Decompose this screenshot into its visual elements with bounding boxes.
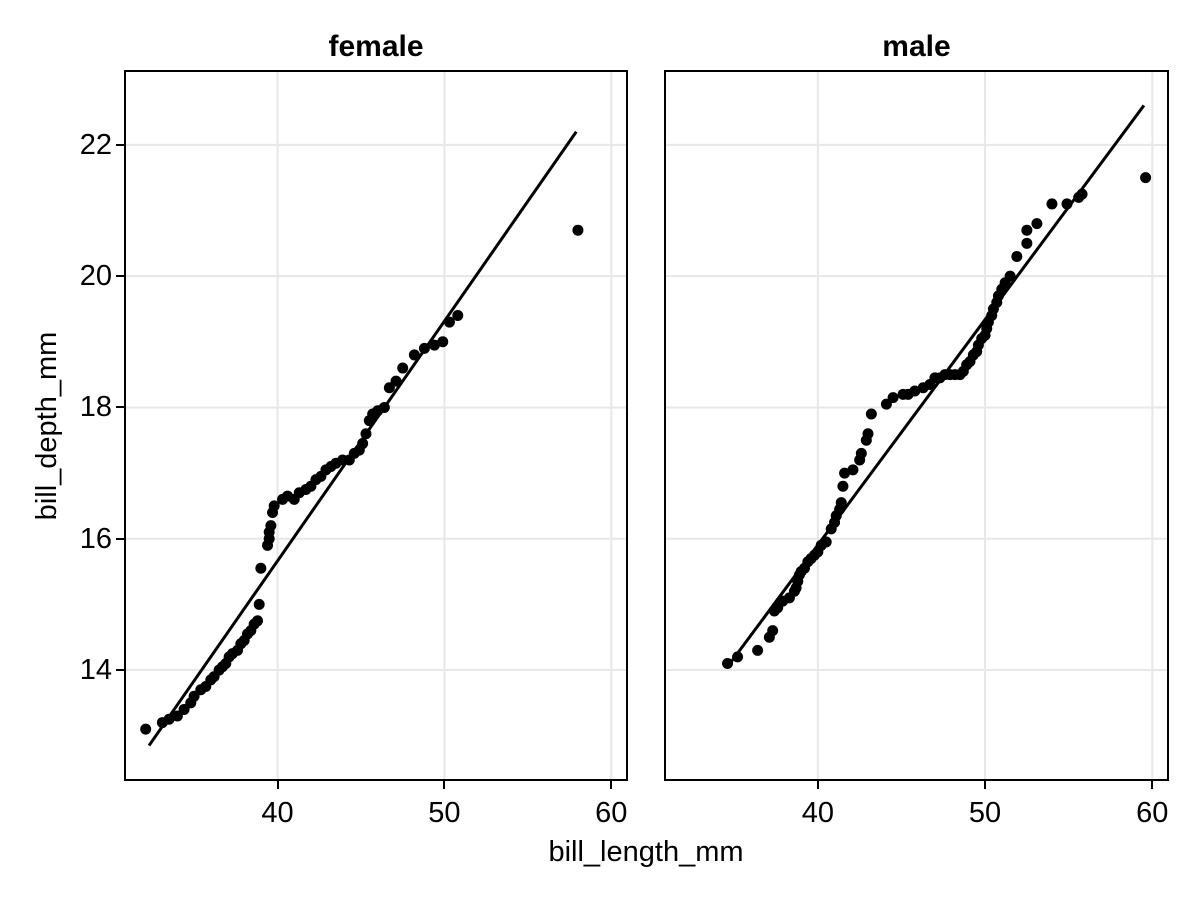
panel-border (664, 70, 1169, 781)
y-tick-mark (116, 669, 124, 672)
x-tick-label: 40 (261, 797, 294, 829)
data-point (837, 480, 849, 492)
data-point (1061, 198, 1073, 210)
data-point (572, 224, 584, 236)
y-tick-label: 14 (79, 654, 112, 687)
panel-border (124, 70, 628, 781)
x-tick-mark (276, 781, 279, 789)
y-tick-label: 22 (79, 128, 112, 161)
data-point (357, 438, 369, 450)
data-point (252, 615, 264, 627)
data-point (767, 625, 779, 637)
data-point (418, 342, 430, 354)
x-tick-mark (1151, 781, 1154, 789)
data-point (835, 497, 847, 509)
data-point (752, 644, 764, 656)
data-point (390, 375, 402, 387)
data-point (1031, 218, 1043, 230)
data-point (140, 723, 152, 735)
x-tick-label: 40 (801, 797, 834, 829)
data-point (443, 316, 455, 328)
x-tick-mark (984, 781, 987, 789)
panel-male-plot-area (664, 70, 1169, 781)
data-point (847, 464, 859, 476)
data-point (732, 651, 744, 663)
x-tick-label: 50 (428, 797, 461, 829)
data-point (1021, 237, 1033, 249)
data-point (1004, 270, 1016, 282)
x-tick-label: 50 (968, 797, 1002, 829)
data-point (253, 598, 265, 610)
data-point (408, 349, 420, 361)
data-point (839, 467, 851, 479)
data-point (1140, 172, 1152, 184)
panel-title-male: male (882, 30, 951, 63)
data-point (255, 562, 267, 574)
x-tick-mark (610, 781, 613, 789)
x-tick-mark (816, 781, 819, 789)
data-point (452, 310, 464, 322)
data-point (820, 536, 832, 548)
panel-female-plot-area (124, 70, 628, 781)
y-tick-label: 20 (79, 260, 112, 293)
data-point (428, 339, 440, 351)
data-point (437, 336, 449, 348)
data-point (163, 713, 175, 725)
data-point (865, 408, 877, 420)
data-point (360, 428, 372, 440)
y-tick-mark (116, 406, 124, 409)
data-point (855, 447, 867, 459)
y-tick-label: 18 (79, 391, 112, 424)
panel-title-female: female (328, 30, 424, 63)
y-tick-mark (116, 537, 124, 540)
data-point (378, 401, 390, 413)
data-point (265, 520, 277, 532)
y-tick-label: 16 (79, 522, 112, 555)
x-tick-label: 60 (1136, 797, 1169, 829)
data-point (887, 392, 899, 404)
x-tick-label: 60 (595, 797, 628, 829)
x-tick-mark (443, 781, 446, 789)
y-tick-mark (116, 275, 124, 278)
data-point (862, 428, 874, 440)
data-point (1021, 224, 1033, 236)
y-tick-mark (116, 143, 124, 146)
x-axis-title: bill_length_mm (548, 836, 744, 868)
data-point (1076, 188, 1088, 200)
data-point (397, 362, 409, 374)
data-point (268, 500, 280, 512)
data-point (722, 657, 734, 669)
data-point (909, 385, 921, 397)
data-point (1046, 198, 1058, 210)
data-point (1011, 250, 1023, 262)
